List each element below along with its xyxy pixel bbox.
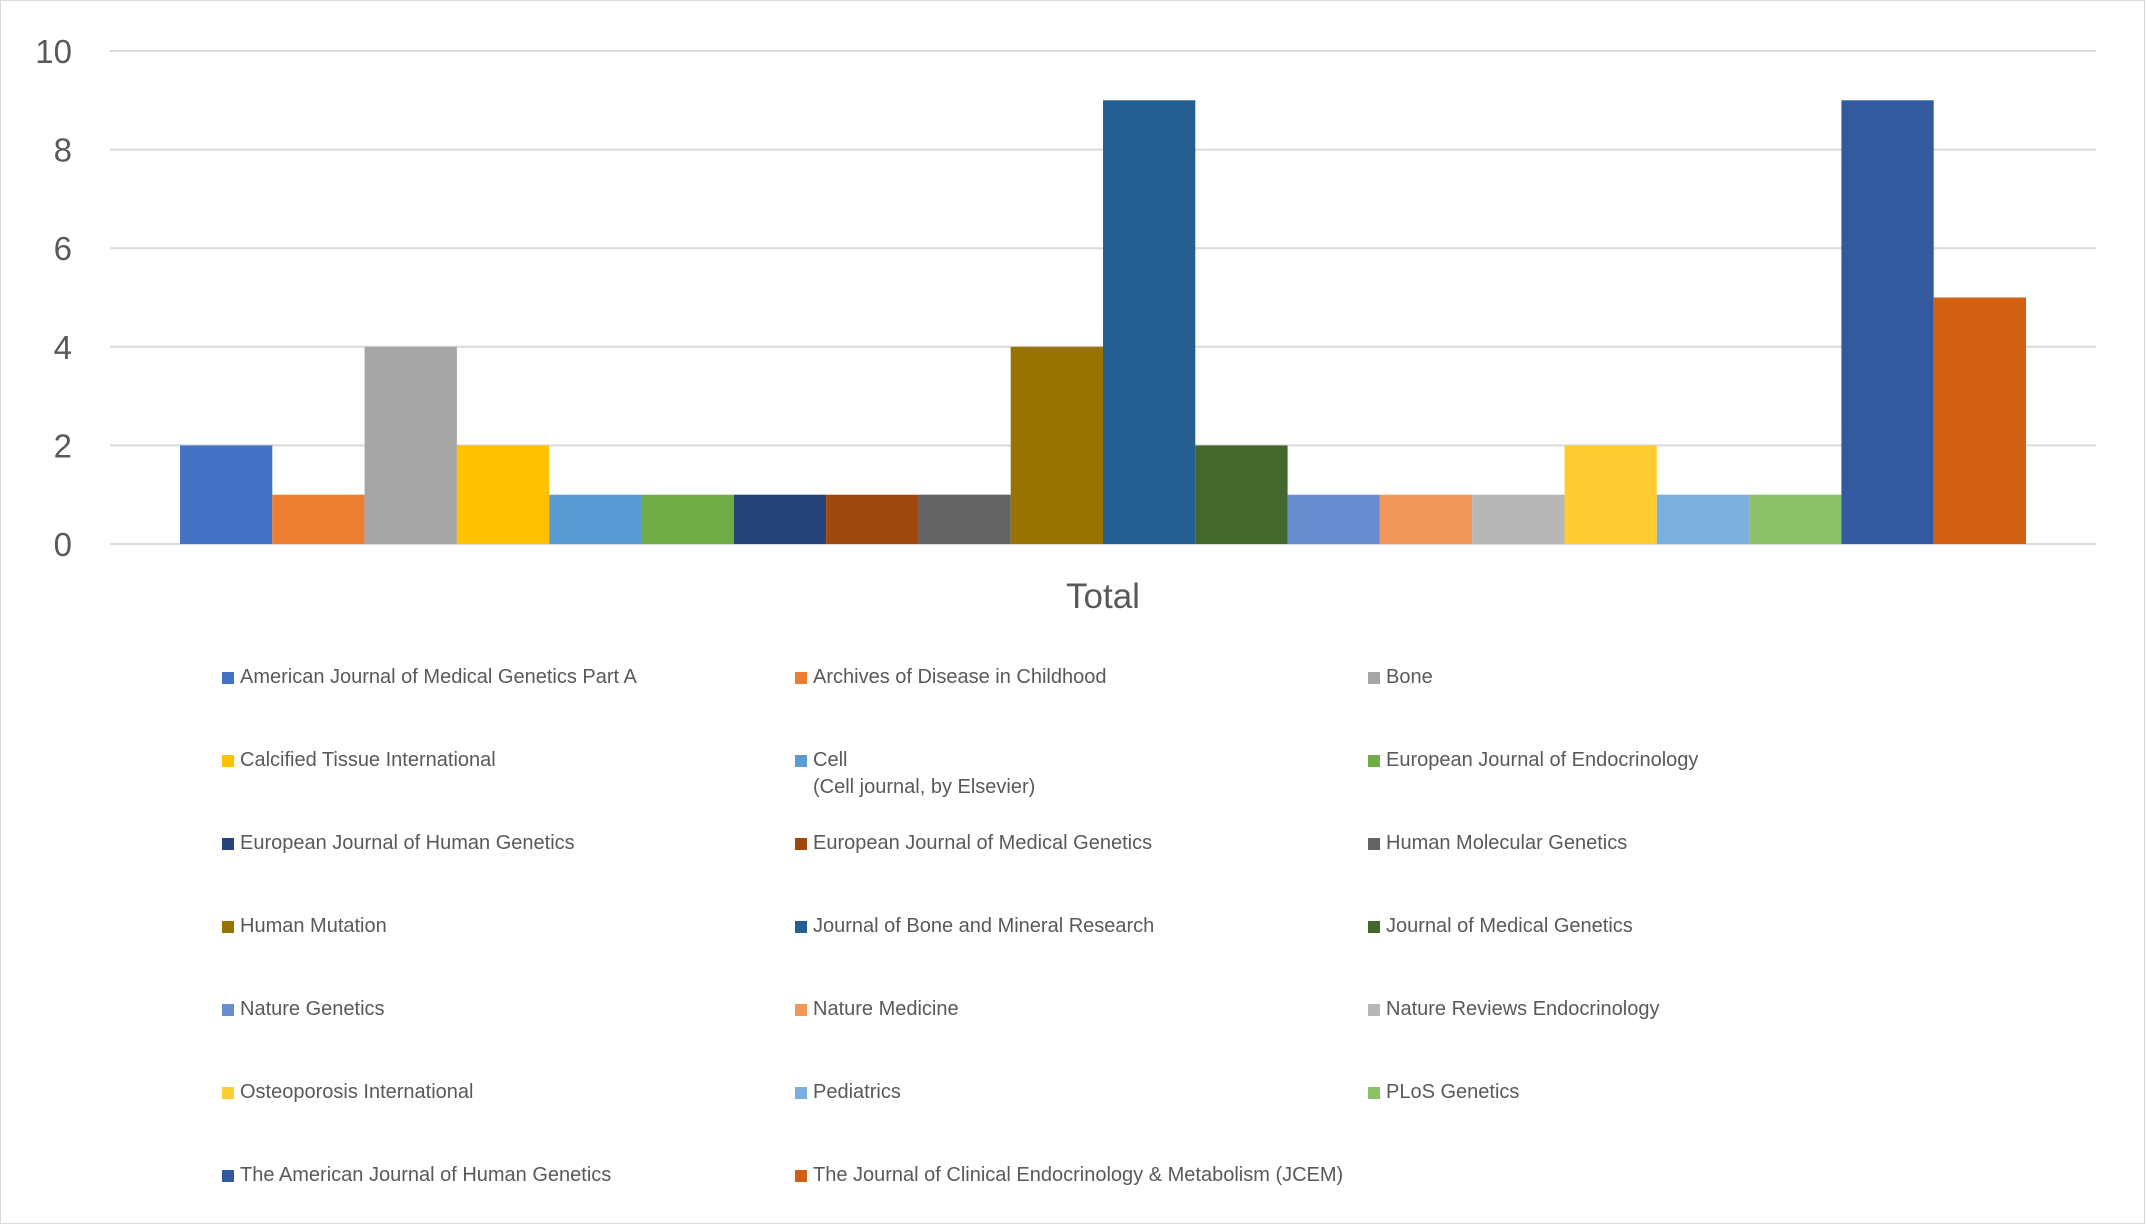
legend-item: Nature Genetics: [222, 996, 385, 1023]
bars: [180, 100, 2026, 545]
legend-item: Osteoporosis International: [222, 1079, 473, 1106]
legend-swatch: [1368, 1004, 1380, 1016]
legend-label: PLoS Genetics: [1386, 1081, 1520, 1103]
legend-swatch: [222, 1170, 234, 1182]
legend-label: Human Molecular Genetics: [1386, 832, 1628, 854]
legend-item: The American Journal of Human Genetics: [222, 1162, 611, 1189]
y-tick-label: 0: [54, 526, 72, 563]
legend-item: European Journal of Medical Genetics: [795, 830, 1152, 857]
legend-label: Osteoporosis International: [240, 1081, 474, 1103]
legend-item: Bone: [1368, 664, 1433, 691]
bar: [456, 445, 550, 544]
bar: [1841, 100, 1934, 545]
legend-item: American Journal of Medical Genetics Par…: [222, 664, 637, 691]
y-tick-label: 2: [54, 427, 72, 464]
bar: [1103, 100, 1196, 545]
y-axis-ticks: 0 2 4 6 8 10: [35, 33, 72, 563]
legend-item: European Journal of Human Genetics: [222, 830, 575, 857]
bar: [272, 494, 365, 544]
y-tick-label: 10: [35, 33, 72, 70]
legend-item: Nature Medicine: [795, 996, 959, 1023]
legend-item: Pediatrics: [795, 1079, 901, 1106]
legend-swatch: [222, 921, 234, 933]
legend-label: Nature Reviews Endocrinology: [1386, 998, 1660, 1020]
legend-label: Pediatrics: [813, 1081, 901, 1103]
legend-label: The American Journal of Human Genetics: [240, 1164, 612, 1186]
legend-label: Bone: [1386, 666, 1433, 688]
legend-swatch: [1368, 755, 1380, 767]
y-tick-label: 4: [54, 329, 72, 366]
legend-item: Nature Reviews Endocrinology: [1368, 996, 1659, 1023]
bar: [1749, 494, 1842, 544]
bar: [1472, 494, 1565, 544]
legend-swatch: [1368, 672, 1380, 684]
legend-item: Calcified Tissue International: [222, 747, 496, 774]
legend-label: Human Mutation: [240, 915, 387, 937]
bar: [826, 494, 919, 544]
legend-label: American Journal of Medical Genetics Par…: [240, 666, 637, 688]
legend-item: European Journal of Endocrinology: [1368, 747, 1698, 774]
bar: [1195, 445, 1288, 544]
legend-label: Calcified Tissue International: [240, 749, 496, 771]
legend-swatch: [795, 672, 807, 684]
y-tick-label: 6: [54, 230, 72, 267]
bar: [918, 494, 1011, 544]
legend-swatch: [795, 755, 807, 767]
legend-swatch: [795, 1004, 807, 1016]
bar: [1656, 494, 1750, 544]
bar: [1379, 494, 1473, 544]
legend-swatch: [222, 1004, 234, 1016]
legend-item: Human Mutation: [222, 913, 387, 940]
legend-label: Cell (Cell journal, by Elsevier): [813, 749, 1036, 798]
legend-swatch: [795, 838, 807, 850]
legend-item: The Journal of Clinical Endocrinology & …: [795, 1162, 1343, 1189]
legend-swatch: [222, 838, 234, 850]
legend-item: Journal of Bone and Mineral Research: [795, 913, 1154, 940]
legend-label: Nature Genetics: [240, 998, 385, 1020]
bar: [549, 494, 642, 544]
legend-swatch: [222, 755, 234, 767]
legend-item: Human Molecular Genetics: [1368, 830, 1627, 857]
legend-label: The Journal of Clinical Endocrinology & …: [813, 1164, 1344, 1186]
legend-swatch: [222, 1087, 234, 1099]
bar: [733, 494, 827, 544]
legend-item: Cell (Cell journal, by Elsevier): [795, 747, 1035, 801]
legend-item: PLoS Genetics: [1368, 1079, 1519, 1106]
bar: [364, 346, 457, 544]
legend-item: Journal of Medical Genetics: [1368, 913, 1633, 940]
legend-swatch: [1368, 921, 1380, 933]
legend-label: European Journal of Human Genetics: [240, 832, 575, 854]
bar: [180, 445, 273, 544]
legend-swatch: [795, 1087, 807, 1099]
x-axis-categories: Total: [1066, 577, 1140, 616]
y-tick-label: 8: [54, 132, 72, 169]
legend-swatch: [795, 1170, 807, 1182]
legend-swatch: [795, 921, 807, 933]
bar: [1287, 494, 1380, 544]
bar: [1933, 297, 2026, 544]
legend-label: Journal of Bone and Mineral Research: [813, 915, 1155, 937]
legend-label: Nature Medicine: [813, 998, 959, 1020]
legend-label: Journal of Medical Genetics: [1386, 915, 1633, 937]
legend-swatch: [1368, 838, 1380, 850]
bar: [1564, 445, 1657, 544]
legend-label: Archives of Disease in Childhood: [813, 666, 1107, 688]
legend-item: Archives of Disease in Childhood: [795, 664, 1107, 691]
x-category-label: Total: [1066, 577, 1140, 616]
bar: [1010, 346, 1103, 544]
legend-label: European Journal of Endocrinology: [1386, 749, 1699, 771]
legend-swatch: [222, 672, 234, 684]
legend-label: European Journal of Medical Genetics: [813, 832, 1153, 854]
legend-swatch: [1368, 1087, 1380, 1099]
bar: [641, 494, 734, 544]
